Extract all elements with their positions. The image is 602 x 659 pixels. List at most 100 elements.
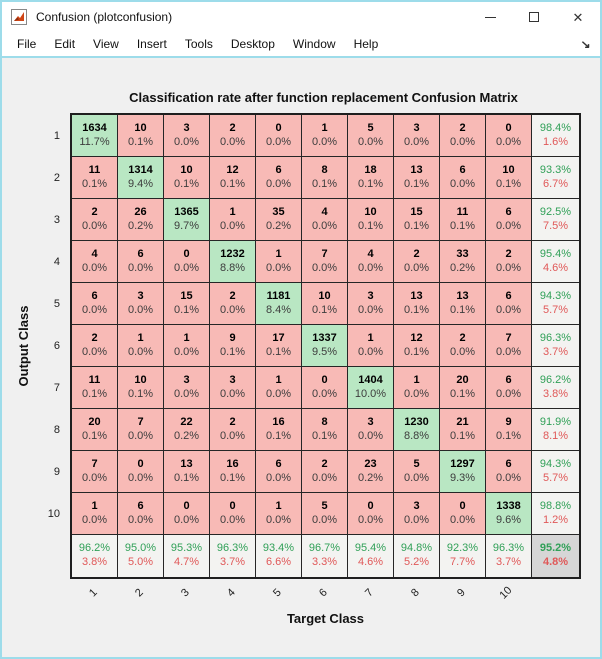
cell-value: 11 [88,163,101,176]
cell-value: 0 [183,247,190,260]
cell-value: 3 [413,121,420,134]
cell-value: 7 [137,415,144,428]
y-tick-label: 8 [53,424,60,436]
cell-value: 10 [180,163,193,176]
cell-value: 15 [410,205,423,218]
cell-value: 6 [275,163,282,176]
cell-value: 22 [180,415,193,428]
matrix-cell: 8 0.1% [302,409,348,451]
matrix-cell: 13 0.1% [440,283,486,325]
cell-value: 9 [229,331,236,344]
col-summary-cell: 94.8% 5.2% [394,535,440,577]
matrix-cell: 2 0.0% [440,325,486,367]
cell-percent: 3.7% [219,556,246,568]
cell-value: 6 [505,289,512,302]
cell-percent: 0.0% [403,261,430,274]
cell-percent: 3.7% [542,345,569,358]
cell-value: 20 [456,373,469,386]
dock-figure-icon[interactable]: ↘ [580,38,591,51]
matrix-cell: 3 0.0% [210,367,256,409]
matrix-cell: 0 0.0% [486,115,532,157]
matrix-cell: 13 0.1% [394,283,440,325]
matrix-cell: 20 0.1% [72,409,118,451]
cell-percent: 3.8% [81,556,108,568]
col-summary-cell: 96.2% 3.8% [72,535,118,577]
matrix-cell: 1 0.0% [256,241,302,283]
cell-percent: 0.0% [357,345,384,358]
menu-window[interactable]: Window [292,37,336,51]
matrix-cell: 6 0.0% [440,157,486,199]
cell-percent: 0.1% [311,303,338,316]
menu-edit[interactable]: Edit [54,37,76,51]
matrix-cell: 15 0.1% [394,199,440,241]
matrix-cell: 18 0.1% [348,157,394,199]
menu-file[interactable]: File [17,37,37,51]
cell-value: 6 [505,205,512,218]
row-summary-cell: 91.9% 8.1% [532,409,579,451]
cell-value: 1297 [450,457,475,470]
x-tick-label: 2 [133,586,146,600]
matrix-cell: 6 0.0% [486,451,532,493]
cell-percent: 0.0% [449,345,476,358]
cell-percent: 6.7% [542,177,569,190]
cell-value: 1314 [128,163,153,176]
matrix-cell: 1404 10.0% [348,367,394,409]
minimize-button[interactable] [468,2,512,32]
matrix-cell: 21 0.1% [440,409,486,451]
cell-value: 3 [183,373,190,386]
menu-view[interactable]: View [93,37,119,51]
cell-percent: 0.1% [265,429,292,442]
cell-value: 7 [321,247,328,260]
matrix-cell: 4 0.0% [302,199,348,241]
title-bar: Confusion (plotconfusion) ✕ [2,2,600,32]
menu-insert[interactable]: Insert [136,37,167,51]
cell-value: 11 [88,373,101,386]
x-tick-label: 1 [87,586,100,600]
cell-percent: 0.1% [219,177,246,190]
y-tick-label: 10 [47,508,60,520]
matlab-logo-icon [11,9,27,25]
cell-percent: 0.0% [81,261,108,274]
cell-percent: 0.0% [495,387,522,400]
matrix-cell: 5 0.0% [394,451,440,493]
cell-value: 96.3% [216,542,249,555]
matrix-cell: 7 0.0% [72,451,118,493]
cell-value: 10 [134,121,147,134]
close-button[interactable]: ✕ [556,2,600,32]
cell-percent: 0.0% [81,513,108,526]
y-tick-label: 9 [53,466,60,478]
minimize-icon [484,16,496,18]
cell-percent: 0.0% [127,345,154,358]
menu-desktop[interactable]: Desktop [230,37,275,51]
cell-percent: 0.0% [265,135,292,148]
maximize-button[interactable] [512,2,556,32]
cell-percent: 0.1% [403,177,430,190]
row-summary-cell: 98.8% 1.2% [532,493,579,535]
matrix-cell: 1 0.0% [164,325,210,367]
row-summary-cell: 96.2% 3.8% [532,367,579,409]
cell-value: 95.4% [354,542,387,555]
cell-percent: 9.4% [127,177,154,190]
matrix-cell: 1 0.0% [302,115,348,157]
col-summary-cell: 96.7% 3.3% [302,535,348,577]
matrix-cell: 1314 9.4% [118,157,164,199]
cell-percent: 0.0% [127,471,154,484]
cell-percent: 8.8% [219,261,246,274]
matrix-cell: 17 0.1% [256,325,302,367]
cell-percent: 9.7% [173,219,200,232]
cell-value: 96.2% [78,542,111,555]
cell-percent: 5.2% [403,556,430,568]
menu-tools[interactable]: Tools [184,37,213,51]
col-summary-cell: 95.4% 4.6% [348,535,394,577]
matrix-cell: 33 0.2% [440,241,486,283]
cell-value: 1 [229,205,236,218]
row-summary-cell: 94.3% 5.7% [532,283,579,325]
matrix-cell: 1230 8.8% [394,409,440,451]
cell-value: 95.3% [170,542,203,555]
menu-help[interactable]: Help [353,37,379,51]
matrix-cell: 1232 8.8% [210,241,256,283]
cell-percent: 0.1% [449,387,476,400]
cell-percent: 0.0% [81,303,108,316]
matrix-cell: 1634 11.7% [72,115,118,157]
cell-value: 4 [91,247,98,260]
